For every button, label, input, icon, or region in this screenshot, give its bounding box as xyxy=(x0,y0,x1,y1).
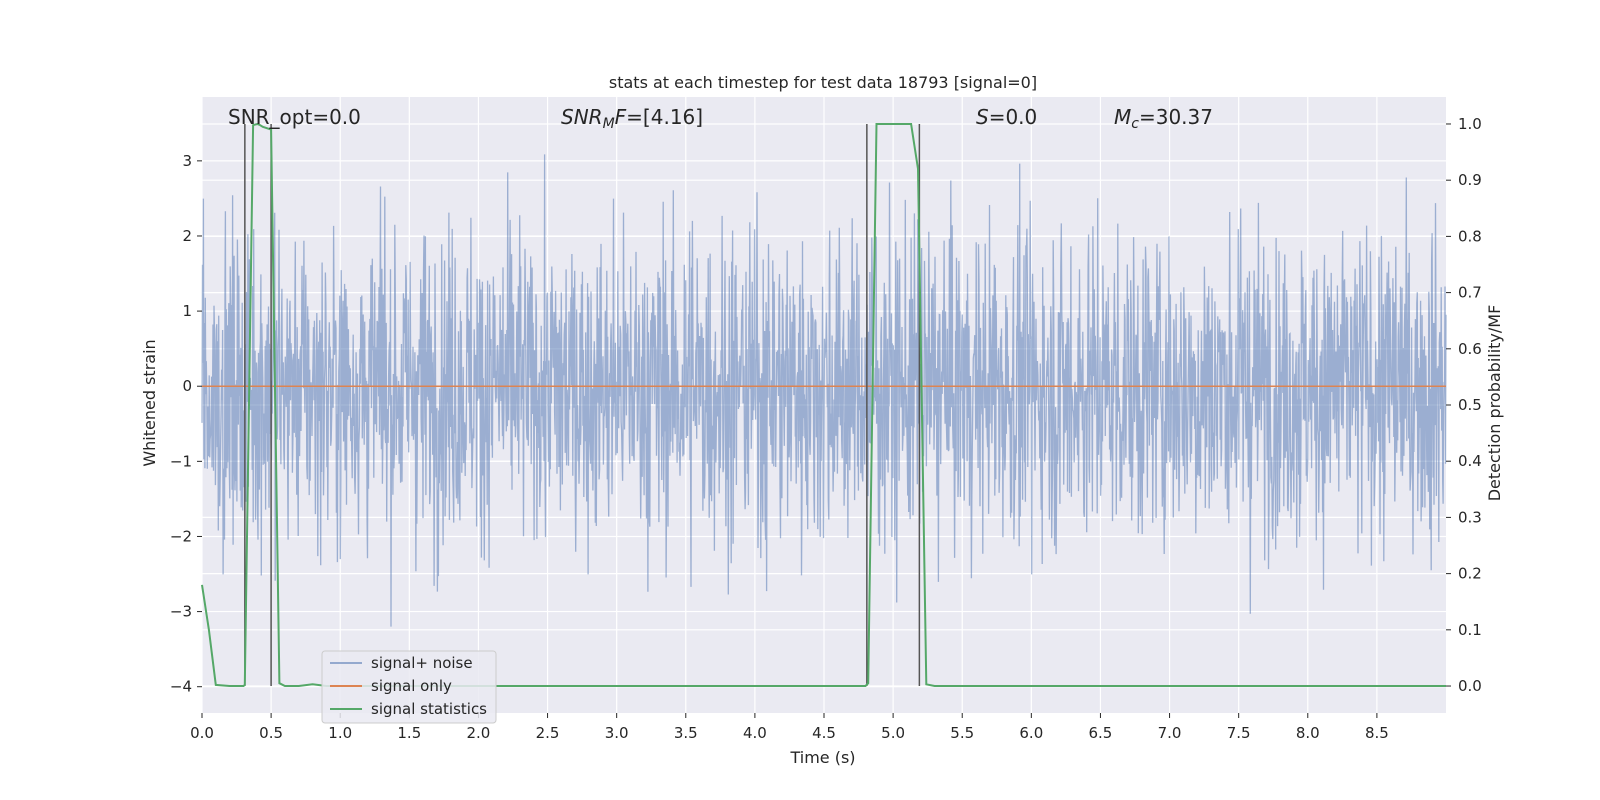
noise-line xyxy=(201,154,1447,627)
x-tick-label: 6.5 xyxy=(1089,724,1113,742)
y-tick-label: −1 xyxy=(170,452,192,470)
y2-tick-label: 0.6 xyxy=(1458,340,1482,358)
x-tick-label: 4.5 xyxy=(812,724,836,742)
snr-mf-sub: M xyxy=(603,116,615,132)
x-tick-label: 6.0 xyxy=(1019,724,1043,742)
y-tick-label: −2 xyxy=(170,527,192,545)
mc-sub: c xyxy=(1131,116,1139,132)
s-value: =0.0 xyxy=(989,105,1038,129)
y-tick-label: 1 xyxy=(182,302,192,320)
snr-mf-tail: F xyxy=(615,105,627,129)
y-tick-label: 3 xyxy=(182,152,192,170)
y2-tick-label: 1.0 xyxy=(1458,115,1482,133)
s-math: S xyxy=(976,105,989,129)
x-tick-labels: 0.0 0.5 1.0 1.5 2.0 2.5 3.0 3.5 4.0 4.5 5.0 5.5 6.0 6… xyxy=(190,713,1389,742)
x-tick-label: 0.0 xyxy=(190,724,214,742)
snr-mf-math: SNR xyxy=(561,105,603,129)
annotation-snr-opt: SNR_opt=0.0 xyxy=(228,105,361,129)
plot-area xyxy=(201,97,1447,713)
legend: signal+ noise signal only signal statist… xyxy=(321,650,497,724)
snr-mf-value: =[4.16] xyxy=(626,105,703,129)
y2-axis-label: Detection probability/MF xyxy=(1485,305,1504,502)
legend-label-noise: signal+ noise xyxy=(371,654,473,672)
chart-title: stats at each timestep for test data 187… xyxy=(609,73,1037,92)
x-tick-label: 8.0 xyxy=(1296,724,1320,742)
x-tick-label: 5.5 xyxy=(950,724,974,742)
y-tick-label: 2 xyxy=(182,227,192,245)
y2-tick-label: 0.0 xyxy=(1458,677,1482,695)
y-axis-label: Whitened strain xyxy=(140,339,159,466)
x-tick-label: 1.5 xyxy=(397,724,421,742)
x-tick-label: 3.5 xyxy=(674,724,698,742)
annotation-s: S=0.0 xyxy=(976,105,1037,129)
y2-tick-label: 0.4 xyxy=(1458,452,1482,470)
y2-tick-label: 0.9 xyxy=(1458,171,1482,189)
legend-box xyxy=(321,650,497,724)
x-axis-label: Time (s) xyxy=(789,748,855,767)
mc-value: =30.37 xyxy=(1139,105,1213,129)
y-tick-label: −4 xyxy=(170,678,192,696)
y-tick-label: 0 xyxy=(182,377,192,395)
y2-tick-label: 0.3 xyxy=(1458,508,1482,526)
annotation-snr-mf: SNRMF=[4.16] xyxy=(561,105,703,132)
x-tick-label: 8.5 xyxy=(1365,724,1389,742)
y2-tick-labels: 1.0 0.9 0.8 0.7 0.6 0.5 0.4 0.3 0.2 0.1 0.0 xyxy=(1446,115,1482,695)
x-tick-label: 2.0 xyxy=(467,724,491,742)
x-tick-label: 7.0 xyxy=(1158,724,1182,742)
x-tick-label: 0.5 xyxy=(259,724,283,742)
y2-tick-label: 0.7 xyxy=(1458,284,1482,302)
y2-tick-label: 0.2 xyxy=(1458,565,1482,583)
y2-tick-label: 0.8 xyxy=(1458,227,1482,245)
y2-tick-label: 0.5 xyxy=(1458,396,1482,414)
y2-tick-label: 0.1 xyxy=(1458,621,1482,639)
y-tick-labels: 3 2 1 0 −1 −2 −3 −4 xyxy=(170,152,202,696)
annotation-mc: Mc=30.37 xyxy=(1114,105,1213,132)
x-tick-label: 7.5 xyxy=(1227,724,1251,742)
legend-label-stats: signal statistics xyxy=(371,700,487,718)
x-tick-label: 2.5 xyxy=(536,724,560,742)
x-tick-label: 3.0 xyxy=(605,724,629,742)
x-tick-label: 1.0 xyxy=(328,724,352,742)
y-tick-label: −3 xyxy=(170,603,192,621)
legend-label-signal: signal only xyxy=(371,677,452,695)
mc-math: M xyxy=(1114,105,1131,129)
x-tick-label: 4.0 xyxy=(743,724,767,742)
signal-noise-series xyxy=(201,154,1447,627)
x-tick-label: 5.0 xyxy=(881,724,905,742)
